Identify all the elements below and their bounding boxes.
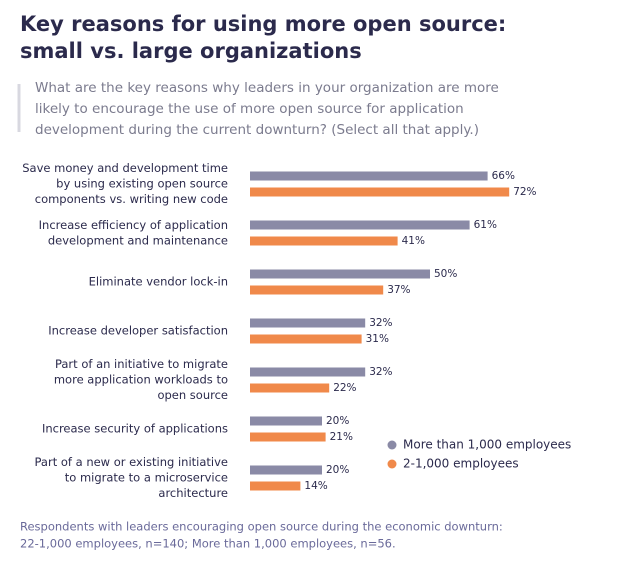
category-label: Increase efficiency of application bbox=[39, 218, 228, 232]
chart-subtitle: likely to encourage the use of more open… bbox=[35, 101, 464, 117]
footnote: 22-1,000 employees, n=140; More than 1,0… bbox=[20, 537, 396, 551]
footnote: Respondents with leaders encouraging ope… bbox=[20, 520, 503, 534]
value-label: 21% bbox=[330, 431, 353, 443]
category-label: Part of a new or existing initiative bbox=[35, 455, 228, 469]
category-label: more application workloads to bbox=[54, 373, 228, 387]
category-label: Increase security of applications bbox=[42, 422, 228, 436]
bar bbox=[250, 367, 366, 377]
bar bbox=[250, 269, 430, 279]
value-label: 32% bbox=[369, 317, 392, 329]
bar bbox=[250, 318, 366, 328]
bar bbox=[250, 383, 330, 393]
value-label: 50% bbox=[434, 268, 457, 280]
category-label: to migrate to a microservice bbox=[65, 471, 228, 485]
bar bbox=[250, 220, 470, 230]
legend-marker bbox=[387, 440, 397, 450]
bar bbox=[250, 465, 322, 475]
bar bbox=[250, 432, 326, 442]
value-label: 20% bbox=[326, 464, 349, 476]
bar bbox=[250, 171, 488, 181]
value-label: 14% bbox=[304, 480, 327, 492]
category-label: Save money and development time bbox=[22, 161, 228, 175]
legend-marker bbox=[387, 459, 397, 469]
category-label: development and maintenance bbox=[48, 233, 228, 247]
category-label: Eliminate vendor lock-in bbox=[89, 275, 228, 289]
legend-label: 2-1,000 employees bbox=[403, 457, 519, 471]
category-label: by using existing open source bbox=[56, 177, 228, 191]
category-label: Increase developer satisfaction bbox=[48, 324, 228, 338]
value-label: 72% bbox=[513, 186, 536, 198]
value-label: 61% bbox=[474, 219, 497, 231]
category-label: architecture bbox=[158, 486, 228, 500]
bar bbox=[250, 334, 362, 344]
chart-title: Key reasons for using more open source: bbox=[20, 12, 506, 36]
legend-label: More than 1,000 employees bbox=[403, 438, 571, 452]
category-label: open source bbox=[157, 388, 228, 402]
bar bbox=[250, 285, 384, 295]
value-label: 37% bbox=[387, 284, 410, 296]
bar bbox=[250, 187, 510, 197]
bar bbox=[250, 416, 322, 426]
value-label: 32% bbox=[369, 366, 392, 378]
chart-subtitle: development during the current downturn?… bbox=[35, 122, 479, 138]
value-label: 20% bbox=[326, 415, 349, 427]
chart-title: small vs. large organizations bbox=[20, 39, 362, 63]
bar bbox=[250, 236, 398, 246]
value-label: 66% bbox=[492, 170, 515, 182]
category-label: Part of an initiative to migrate bbox=[55, 357, 228, 371]
value-label: 22% bbox=[333, 382, 356, 394]
value-label: 31% bbox=[366, 333, 389, 345]
chart-subtitle: What are the key reasons why leaders in … bbox=[35, 80, 499, 96]
bar bbox=[250, 481, 301, 491]
category-label: components vs. writing new code bbox=[35, 192, 228, 206]
value-label: 41% bbox=[402, 235, 425, 247]
